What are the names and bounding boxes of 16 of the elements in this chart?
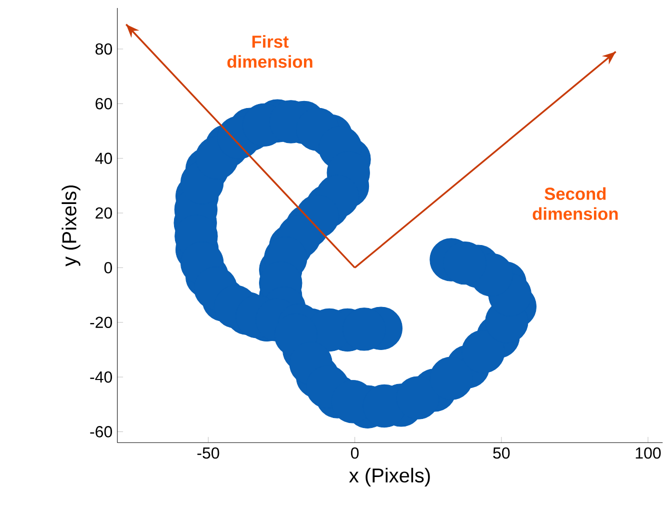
y-tick-label: -20 (90, 316, 112, 328)
y-tick-label: 80 (96, 43, 112, 55)
y-tick-label: 40 (95, 152, 112, 164)
x-axis-title: x (Pixels) (349, 468, 430, 486)
x-tick-label: 50 (493, 447, 510, 459)
x-tick-label: 0 (350, 447, 359, 459)
x-tick-label: 100 (636, 447, 661, 459)
y-tick-label: 0 (104, 262, 112, 274)
y-axis-title: y (Pixels) (62, 185, 80, 266)
annotation: First dimension (227, 35, 312, 68)
y-tick-label: -40 (90, 371, 112, 383)
y-tick-label: 60 (96, 98, 112, 110)
annotation: Second dimension (532, 187, 618, 220)
y-tick-label: 20 (96, 207, 112, 219)
x-tick-label: -50 (197, 447, 220, 459)
y-tick-label: -60 (90, 426, 112, 438)
